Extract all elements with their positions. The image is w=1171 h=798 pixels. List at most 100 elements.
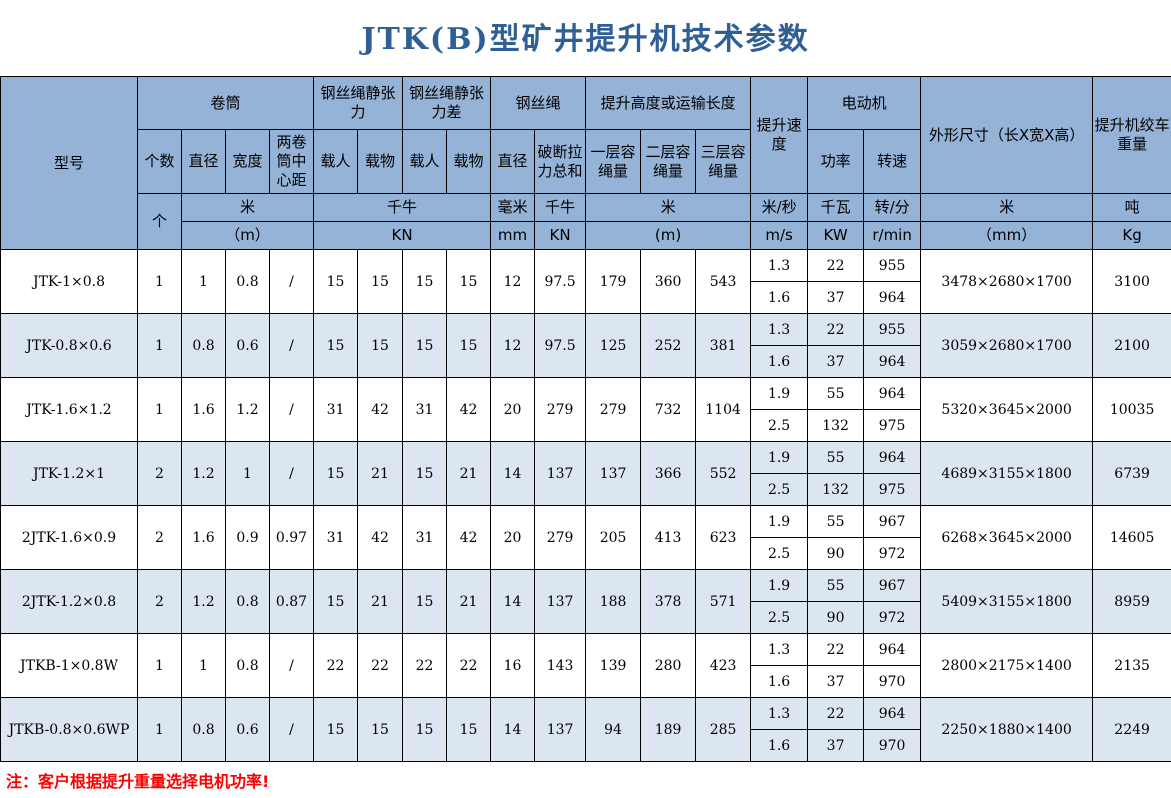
cell-power: 22 (808, 250, 864, 282)
cell-speed: 1.3 (751, 250, 808, 282)
cell-count: 1 (138, 634, 182, 698)
header-count: 个数 (138, 130, 182, 194)
cell-speed: 1.6 (751, 346, 808, 378)
cell-g1: 15 (358, 698, 403, 762)
cell-count: 2 (138, 506, 182, 570)
unit-mm: 毫米 (491, 194, 535, 222)
cell-dims: 5409×3155×1800 (921, 570, 1093, 634)
cell-g1: 22 (358, 634, 403, 698)
cell-g2: 15 (447, 250, 491, 314)
cell-rpm: 964 (864, 282, 921, 314)
cell-dims: 6268×3645×2000 (921, 506, 1093, 570)
cell-speed: 1.6 (751, 666, 808, 698)
cell-p1: 31 (314, 378, 358, 442)
unit-count: 个 (138, 194, 182, 250)
unit-kn-en: KN (314, 222, 491, 250)
cell-power: 55 (808, 570, 864, 602)
cell-dia: 1.6 (182, 378, 226, 442)
cell-power: 22 (808, 314, 864, 346)
unit-m-en: （m） (182, 222, 314, 250)
header-rpm: 转速 (864, 130, 921, 194)
cell-power: 132 (808, 410, 864, 442)
unit-kn: 千牛 (314, 194, 491, 222)
cell-p2: 15 (403, 442, 447, 506)
header-rope-diff: 钢丝绳静张力差 (403, 77, 491, 130)
cell-g1: 42 (358, 378, 403, 442)
header-weight: 提升机绞车重量 (1093, 77, 1171, 194)
header-speed: 提升速度 (751, 77, 808, 194)
cell-power: 37 (808, 346, 864, 378)
unit-weight-en: Kg (1093, 222, 1171, 250)
cell-rpm: 967 (864, 570, 921, 602)
unit-m: 米 (182, 194, 314, 222)
cell-center: / (270, 634, 314, 698)
header-people2: 载人 (403, 130, 447, 194)
cell-rpm: 967 (864, 506, 921, 538)
cell-rope_dia: 12 (491, 314, 535, 378)
cell-break: 97.5 (535, 250, 586, 314)
cell-rope_dia: 12 (491, 250, 535, 314)
cell-break: 137 (535, 698, 586, 762)
header-model: 型号 (1, 77, 138, 250)
cell-model: JTK-0.8×0.6 (1, 314, 138, 378)
cell-p2: 15 (403, 250, 447, 314)
cell-break: 143 (535, 634, 586, 698)
cell-speed: 1.3 (751, 698, 808, 730)
cell-break: 137 (535, 442, 586, 506)
cell-count: 2 (138, 570, 182, 634)
cell-dia: 0.8 (182, 698, 226, 762)
cell-rpm: 970 (864, 730, 921, 762)
cell-dims: 3059×2680×1700 (921, 314, 1093, 378)
cell-g2: 15 (447, 314, 491, 378)
unit-rpm: 转/分 (864, 194, 921, 222)
cell-g2: 22 (447, 634, 491, 698)
header-goods1: 载物 (358, 130, 403, 194)
unit-height-en: (m) (586, 222, 751, 250)
cell-p2: 15 (403, 314, 447, 378)
cell-power: 55 (808, 442, 864, 474)
cell-speed: 1.9 (751, 442, 808, 474)
cell-p1: 31 (314, 506, 358, 570)
cell-speed: 2.5 (751, 602, 808, 634)
cell-l2: 413 (641, 506, 696, 570)
unit-dims: 米 (921, 194, 1093, 222)
cell-speed: 2.5 (751, 538, 808, 570)
cell-width: 0.9 (226, 506, 270, 570)
cell-speed: 2.5 (751, 474, 808, 506)
cell-rpm: 955 (864, 250, 921, 282)
cell-speed: 1.9 (751, 378, 808, 410)
cell-center: / (270, 378, 314, 442)
cell-l1: 137 (586, 442, 641, 506)
cell-model: JTKB-1×0.8W (1, 634, 138, 698)
cell-width: 1 (226, 442, 270, 506)
cell-width: 0.8 (226, 250, 270, 314)
cell-rpm: 964 (864, 346, 921, 378)
header-center-dist: 两卷筒中心距 (270, 130, 314, 194)
header-power: 功率 (808, 130, 864, 194)
cell-weight: 14605 (1093, 506, 1171, 570)
cell-power: 22 (808, 698, 864, 730)
cell-width: 1.2 (226, 378, 270, 442)
cell-dia: 1.2 (182, 442, 226, 506)
cell-power: 22 (808, 634, 864, 666)
header-drum: 卷筒 (138, 77, 314, 130)
cell-g2: 21 (447, 570, 491, 634)
header-diameter: 直径 (182, 130, 226, 194)
cell-p1: 15 (314, 570, 358, 634)
cell-dims: 2250×1880×1400 (921, 698, 1093, 762)
header-lift-height: 提升高度或运输长度 (586, 77, 751, 130)
cell-rope_dia: 14 (491, 570, 535, 634)
header-rope-static: 钢丝绳静张力 (314, 77, 403, 130)
cell-center: 0.97 (270, 506, 314, 570)
cell-l3: 381 (696, 314, 751, 378)
cell-power: 37 (808, 730, 864, 762)
unit-power: 千瓦 (808, 194, 864, 222)
cell-p1: 15 (314, 250, 358, 314)
cell-g2: 42 (447, 506, 491, 570)
cell-dia: 1 (182, 634, 226, 698)
unit-dims-en: （mm） (921, 222, 1093, 250)
cell-weight: 2249 (1093, 698, 1171, 762)
cell-dia: 1 (182, 250, 226, 314)
cell-l1: 179 (586, 250, 641, 314)
